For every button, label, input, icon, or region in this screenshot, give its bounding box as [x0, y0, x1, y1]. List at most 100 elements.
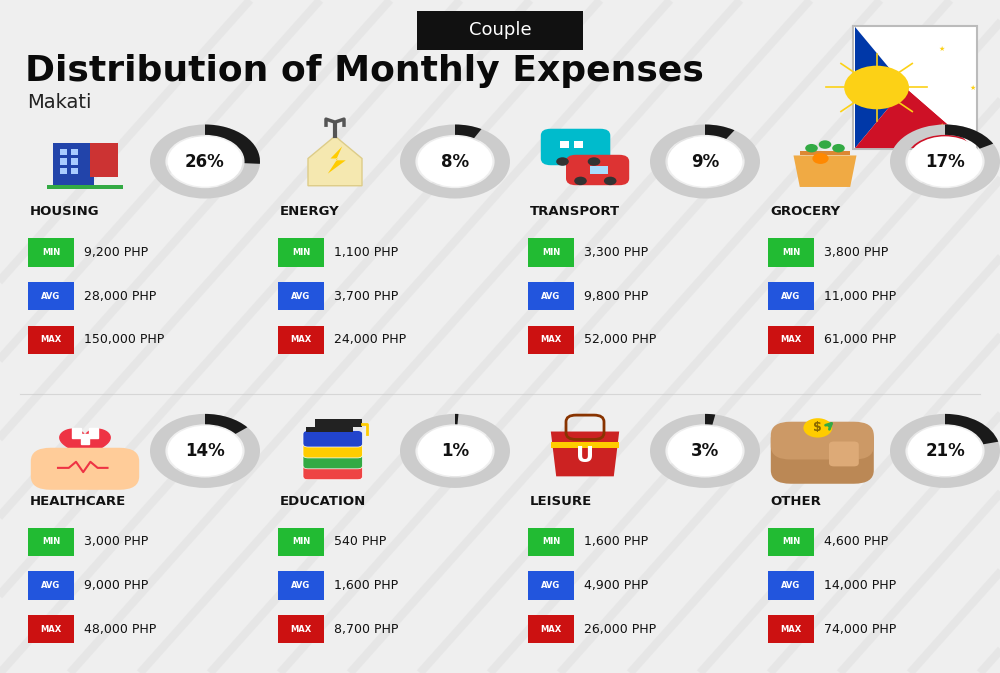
Circle shape [668, 426, 742, 476]
Polygon shape [855, 87, 975, 148]
Text: 52,000 PHP: 52,000 PHP [584, 333, 656, 347]
Wedge shape [455, 414, 458, 424]
FancyBboxPatch shape [28, 528, 74, 556]
FancyBboxPatch shape [768, 528, 814, 556]
FancyBboxPatch shape [768, 238, 814, 267]
FancyBboxPatch shape [28, 615, 74, 643]
Text: MAX: MAX [40, 625, 62, 634]
Circle shape [908, 137, 982, 186]
Circle shape [556, 157, 569, 166]
FancyBboxPatch shape [28, 571, 74, 600]
FancyBboxPatch shape [768, 282, 814, 310]
Text: MIN: MIN [542, 248, 560, 257]
Text: ★: ★ [969, 85, 976, 90]
Polygon shape [72, 428, 98, 444]
Circle shape [908, 426, 982, 476]
Circle shape [812, 153, 829, 164]
Text: 48,000 PHP: 48,000 PHP [84, 623, 156, 636]
Text: Couple: Couple [469, 22, 531, 39]
Text: MIN: MIN [292, 248, 310, 257]
Text: 8,700 PHP: 8,700 PHP [334, 623, 398, 636]
FancyBboxPatch shape [71, 168, 78, 174]
FancyBboxPatch shape [303, 452, 362, 469]
Text: ★: ★ [938, 46, 945, 52]
Text: 9,200 PHP: 9,200 PHP [84, 246, 148, 259]
FancyBboxPatch shape [528, 528, 574, 556]
Text: 3,800 PHP: 3,800 PHP [824, 246, 888, 259]
Text: 74,000 PHP: 74,000 PHP [824, 623, 896, 636]
Polygon shape [905, 27, 975, 148]
Polygon shape [551, 431, 619, 476]
Text: AVG: AVG [781, 581, 801, 590]
Text: Makati: Makati [27, 93, 92, 112]
FancyBboxPatch shape [528, 615, 574, 643]
Polygon shape [328, 147, 346, 174]
Wedge shape [945, 414, 998, 444]
Text: MIN: MIN [542, 537, 560, 546]
Text: 3,300 PHP: 3,300 PHP [584, 246, 648, 259]
Circle shape [819, 140, 831, 149]
Text: HEALTHCARE: HEALTHCARE [30, 495, 126, 508]
Polygon shape [308, 136, 362, 186]
Polygon shape [855, 27, 905, 148]
Text: MAX: MAX [780, 335, 802, 345]
Text: 11,000 PHP: 11,000 PHP [824, 289, 896, 303]
Wedge shape [455, 125, 481, 138]
Wedge shape [890, 414, 1000, 488]
FancyBboxPatch shape [417, 11, 583, 50]
Wedge shape [150, 125, 260, 199]
FancyBboxPatch shape [90, 143, 118, 176]
Text: 4,900 PHP: 4,900 PHP [584, 579, 648, 592]
Text: 26,000 PHP: 26,000 PHP [584, 623, 656, 636]
FancyBboxPatch shape [303, 431, 362, 447]
Text: AVG: AVG [41, 291, 61, 301]
Text: 17%: 17% [925, 153, 965, 170]
Text: MAX: MAX [40, 335, 62, 345]
Text: 1,100 PHP: 1,100 PHP [334, 246, 398, 259]
FancyBboxPatch shape [60, 149, 67, 155]
Polygon shape [794, 155, 856, 187]
FancyBboxPatch shape [28, 282, 74, 310]
Wedge shape [205, 125, 260, 164]
Circle shape [168, 137, 242, 186]
FancyBboxPatch shape [541, 129, 610, 166]
Text: MIN: MIN [292, 537, 310, 546]
Text: MAX: MAX [540, 625, 562, 634]
Text: MIN: MIN [42, 248, 60, 257]
Circle shape [803, 418, 832, 437]
Text: 150,000 PHP: 150,000 PHP [84, 333, 164, 347]
Wedge shape [205, 414, 247, 434]
Text: EDUCATION: EDUCATION [280, 495, 366, 508]
FancyBboxPatch shape [566, 155, 629, 185]
Text: MAX: MAX [780, 625, 802, 634]
Text: ★: ★ [938, 123, 945, 129]
FancyBboxPatch shape [278, 528, 324, 556]
FancyBboxPatch shape [278, 615, 324, 643]
FancyBboxPatch shape [768, 571, 814, 600]
Text: TRANSPORT: TRANSPORT [530, 205, 620, 219]
FancyBboxPatch shape [829, 441, 859, 466]
Circle shape [805, 144, 818, 152]
FancyBboxPatch shape [303, 463, 362, 480]
Text: 26%: 26% [185, 153, 225, 170]
FancyBboxPatch shape [800, 151, 850, 155]
FancyBboxPatch shape [60, 168, 67, 174]
Text: 3%: 3% [691, 442, 719, 460]
Circle shape [418, 426, 492, 476]
Text: AVG: AVG [291, 581, 311, 590]
Wedge shape [705, 414, 715, 425]
Text: GROCERY: GROCERY [770, 205, 840, 219]
FancyBboxPatch shape [771, 422, 874, 460]
FancyBboxPatch shape [278, 326, 324, 354]
Circle shape [168, 426, 242, 476]
Wedge shape [890, 125, 1000, 199]
Text: 4,600 PHP: 4,600 PHP [824, 535, 888, 548]
Wedge shape [650, 414, 760, 488]
Wedge shape [400, 125, 510, 199]
Text: OTHER: OTHER [770, 495, 821, 508]
FancyBboxPatch shape [771, 425, 874, 484]
Text: 1,600 PHP: 1,600 PHP [334, 579, 398, 592]
FancyBboxPatch shape [47, 185, 123, 189]
FancyBboxPatch shape [31, 448, 139, 490]
FancyBboxPatch shape [60, 159, 67, 164]
